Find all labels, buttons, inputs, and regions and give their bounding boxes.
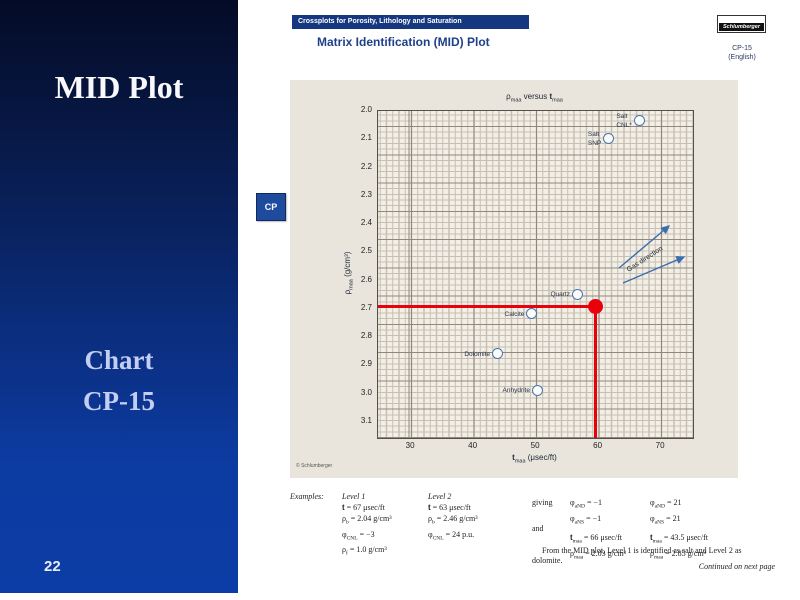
y-tick-label: 3.1	[360, 415, 372, 425]
page-number: 22	[44, 558, 61, 575]
giving-label: giving	[532, 498, 553, 507]
point-quartz	[572, 288, 583, 300]
slide-subtitle-line2: CP-15	[83, 386, 155, 416]
results-level1: φaND = −1 φaNS = −1 tmaa = 66 μsec/ft ρmaa …	[570, 497, 626, 563]
x-tick-label: 50	[530, 441, 540, 450]
crosshair-horizontal	[378, 304, 596, 308]
example-line: φaNS = 21	[650, 513, 681, 526]
crosshair-point	[588, 298, 603, 314]
level1-lines: t = 67 μsec/ft ρb = 2.04 g/cm³ φCNL = −3 ρf…	[342, 502, 392, 560]
y-tick-label: 2.5	[360, 246, 372, 256]
example-line: ρb = 2.46 g/cm³	[428, 514, 478, 526]
point-anhydrite	[532, 384, 543, 396]
x-tick-label: 40	[468, 441, 478, 450]
level1-header: Level 1	[342, 492, 366, 501]
point-calcite	[526, 308, 538, 320]
y-tick-label: 2.1	[360, 133, 372, 143]
chart-panel: ρmaa versus tmaa ρmaa (g/cm³) 2.0 2.1 2.2 2…	[290, 80, 738, 478]
copyright: © Schlumberger	[296, 463, 333, 469]
y-tick-label: 3.0	[360, 387, 372, 397]
point-label-salt-snp: Salt SNP	[587, 131, 602, 148]
y-tick-label: 2.3	[360, 189, 372, 199]
chart-code: CP-15 (English)	[712, 44, 772, 62]
schlumberger-logo: Schlumberger	[717, 15, 766, 33]
continued-note: Continued on next page	[698, 562, 775, 571]
plot-title: ρmaa versus tmaa	[506, 92, 563, 104]
schlumberger-logo-text: Schlumberger	[719, 23, 764, 31]
slide-subtitle: Chart CP-15	[0, 340, 238, 422]
point-label-calcite: Calcite	[504, 310, 525, 318]
level2-header: Level 2	[428, 492, 452, 501]
gas-direction-label: Gas direction	[625, 245, 665, 274]
x-tick-label: 70	[655, 441, 665, 450]
section-banner: Crossplots for Porosity, Lithology and S…	[292, 15, 529, 29]
y-tick-label: 2.0	[360, 105, 372, 114]
chart-code-line1: CP-15	[732, 45, 752, 52]
y-tick-label: 2.9	[360, 359, 372, 369]
point-label-anhydrite: Anhydrite	[502, 387, 530, 395]
example-line: ρf = 1.0 g/cm³	[342, 545, 387, 557]
example-line: t = 63 μsec/ft	[428, 503, 471, 512]
y-tick-label: 2.7	[360, 302, 372, 312]
y-tick-label: 2.4	[360, 218, 372, 228]
x-tick-label: 60	[593, 441, 603, 450]
example-line: φaND = 21	[650, 498, 682, 510]
x-axis-label: tmaa (μsec/ft)	[512, 453, 557, 465]
plot-area: Gas direction Salt CNL* Salt SNP Quartz Calci…	[377, 110, 694, 439]
point-dolomite	[492, 348, 503, 360]
example-line: φCNL = −3	[342, 529, 375, 542]
chart-code-line2: (English)	[728, 54, 756, 61]
example-line: tmaa = 66 μsec/ft	[570, 533, 622, 545]
results-level2: φaND = 21 φaNS = 21 tmaa = 43.5 μsec/ft ρma…	[650, 497, 708, 563]
point-label-dolomite: Dolomite	[464, 350, 490, 358]
example-line: φCNL = 24 p.u.	[428, 529, 475, 542]
point-salt-cnl	[633, 114, 645, 126]
conclusion-text: From the MID plot, Level 1 is identified…	[532, 546, 742, 565]
slide-subtitle-line1: Chart	[84, 345, 154, 375]
slide-title: MID Plot	[54, 69, 184, 105]
examples-level1: Level 1 t = 67 μsec/ft ρb = 2.04 g/cm³ φCN…	[342, 491, 392, 560]
point-label-quartz: Quartz	[550, 291, 570, 299]
left-panel: MID Plot Chart CP-15 22	[0, 0, 238, 593]
example-line: ρmaa = 2.85 g/cm³	[650, 548, 707, 561]
example-line: t = 67 μsec/ft	[342, 503, 385, 512]
example-line: φaNS = −1	[570, 513, 602, 526]
point-salt-snp	[603, 133, 615, 145]
y-axis-ticks: 2.0 2.1 2.2 2.3 2.4 2.5 2.6 2.7 2.8 2.9 3.0 3.1	[348, 105, 374, 437]
and-label: and	[532, 524, 544, 533]
examples-level2: Level 2 t = 63 μsec/ft ρb = 2.46 g/cm³ φCN…	[428, 491, 478, 544]
example-line: φaND = −1	[570, 498, 603, 510]
y-tick-label: 2.8	[360, 331, 372, 341]
cp-tab: CP	[256, 193, 286, 221]
chart-title: Matrix Identification (MID) Plot	[317, 35, 490, 49]
example-line: ρb = 2.04 g/cm³	[342, 514, 392, 526]
example-line: tmaa = 43.5 μsec/ft	[650, 533, 708, 545]
y-tick-label: 2.6	[360, 274, 372, 284]
x-axis-ticks: 30 40 50 60 70	[377, 441, 692, 451]
crosshair-vertical	[594, 306, 597, 438]
x-tick-label: 30	[405, 441, 415, 450]
level2-lines: t = 63 μsec/ft ρb = 2.46 g/cm³ φCNL = 24 p…	[428, 502, 478, 544]
example-line: ρmaa = 2.03 g/cm³	[570, 548, 627, 561]
examples-heading: Examples:	[290, 492, 324, 501]
point-label-salt-cnl: Salt CNL*	[616, 112, 632, 129]
y-tick-label: 2.2	[360, 161, 372, 171]
